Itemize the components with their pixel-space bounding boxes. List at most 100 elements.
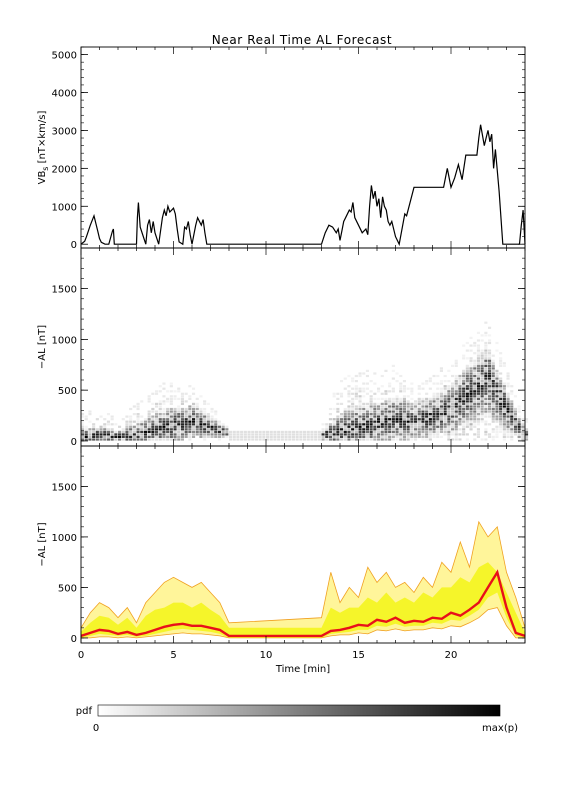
pdf-cell [377, 420, 381, 423]
pdf-cell [325, 425, 329, 428]
pdf-cell [499, 390, 503, 393]
pdf-cell [203, 430, 207, 433]
pdf-cell [484, 334, 488, 337]
pdf-cell [488, 385, 492, 388]
pdf-cell [462, 357, 466, 360]
pdf-cell [443, 387, 447, 390]
pdf-cell [399, 405, 403, 408]
pdf-cell [410, 428, 414, 431]
pdf-cell [465, 341, 469, 345]
pdf-cell [217, 433, 221, 436]
pdf-cell [188, 433, 192, 436]
pdf-cell [399, 407, 403, 411]
pdf-cell [521, 430, 525, 433]
pdf-cell [414, 423, 418, 426]
pdf-cell [469, 372, 473, 375]
pdf-cell [140, 433, 144, 436]
pdf-cell [354, 420, 358, 423]
pdf-cell [166, 413, 170, 416]
pdf-cell [158, 433, 162, 436]
pdf-cell [402, 390, 406, 393]
pdf-cell [362, 395, 366, 398]
pdf-cell [143, 438, 147, 441]
pdf-cell [484, 413, 488, 416]
pdf-cell [354, 385, 358, 388]
pdf-cell [428, 438, 432, 441]
pdf-cell [395, 400, 399, 403]
pdf-cell [184, 433, 188, 436]
pdf-cell [447, 418, 451, 421]
pdf-cell [462, 395, 466, 398]
pdf-cell [369, 400, 373, 403]
pdf-cell [369, 425, 373, 428]
y-tick-label: 500 [58, 386, 77, 397]
pdf-cell [280, 430, 284, 433]
pdf-cell [517, 415, 521, 418]
pdf-cell [158, 435, 162, 438]
pdf-cell [314, 430, 318, 433]
pdf-cell [336, 410, 340, 413]
pdf-cell [488, 382, 492, 385]
y-tick-label: 1000 [52, 533, 77, 544]
pdf-cell [476, 372, 480, 375]
pdf-cell [425, 392, 429, 395]
pdf-cell [377, 397, 381, 400]
pdf-cell [495, 392, 499, 395]
pdf-cell [232, 430, 236, 433]
pdf-cell [240, 433, 244, 436]
pdf-cell [132, 413, 136, 416]
pdf-cell [369, 415, 373, 418]
pdf-cell [147, 425, 151, 428]
pdf-cell [166, 415, 170, 418]
pdf-cell [118, 430, 122, 433]
pdf-cell [443, 374, 447, 378]
pdf-cell [169, 435, 173, 438]
pdf-cell [506, 395, 510, 398]
pdf-cell [151, 430, 155, 433]
pdf-cell [428, 377, 432, 380]
inner-uncertainty-band [81, 562, 525, 638]
pdf-cell [173, 395, 177, 398]
pdf-cell [114, 438, 118, 441]
pdf-cell [203, 425, 207, 428]
pdf-cell [439, 367, 443, 370]
pdf-cell [347, 392, 351, 395]
pdf-cell [495, 387, 499, 390]
pdf-cell [476, 364, 480, 367]
pdf-cell [173, 390, 177, 393]
pdf-cell [321, 433, 325, 436]
pdf-cell [439, 425, 443, 428]
pdf-cell [506, 397, 510, 400]
pdf-cell [491, 372, 495, 375]
pdf-cell [369, 438, 373, 441]
pdf-cell [454, 397, 458, 400]
pdf-cell [95, 430, 99, 433]
pdf-cell [495, 369, 499, 372]
pdf-cell [432, 435, 436, 438]
pdf-cell [521, 425, 525, 428]
pdf-cell [136, 423, 140, 426]
pdf-cell [155, 413, 159, 416]
pdf-cell [343, 420, 347, 423]
pdf-cell [321, 438, 325, 441]
pdf-cell [351, 423, 355, 426]
pdf-cell [199, 395, 203, 398]
pdf-cell [439, 405, 443, 408]
pdf-cell [391, 387, 395, 390]
pdf-cell [266, 435, 270, 438]
pdf-cell [443, 390, 447, 393]
pdf-cell [428, 435, 432, 438]
pdf-cell [347, 438, 351, 441]
pdf-cell [406, 415, 410, 418]
pdf-cell [410, 387, 414, 390]
pdf-cell [236, 433, 240, 436]
plot-frame [80, 46, 526, 249]
pdf-cell [473, 397, 477, 400]
pdf-cell [340, 392, 344, 395]
pdf-cell [388, 415, 392, 418]
pdf-cell [169, 413, 173, 416]
pdf-cell [321, 435, 325, 438]
pdf-cell [499, 372, 503, 375]
pdf-cell [506, 430, 510, 433]
pdf-cell [388, 413, 392, 416]
